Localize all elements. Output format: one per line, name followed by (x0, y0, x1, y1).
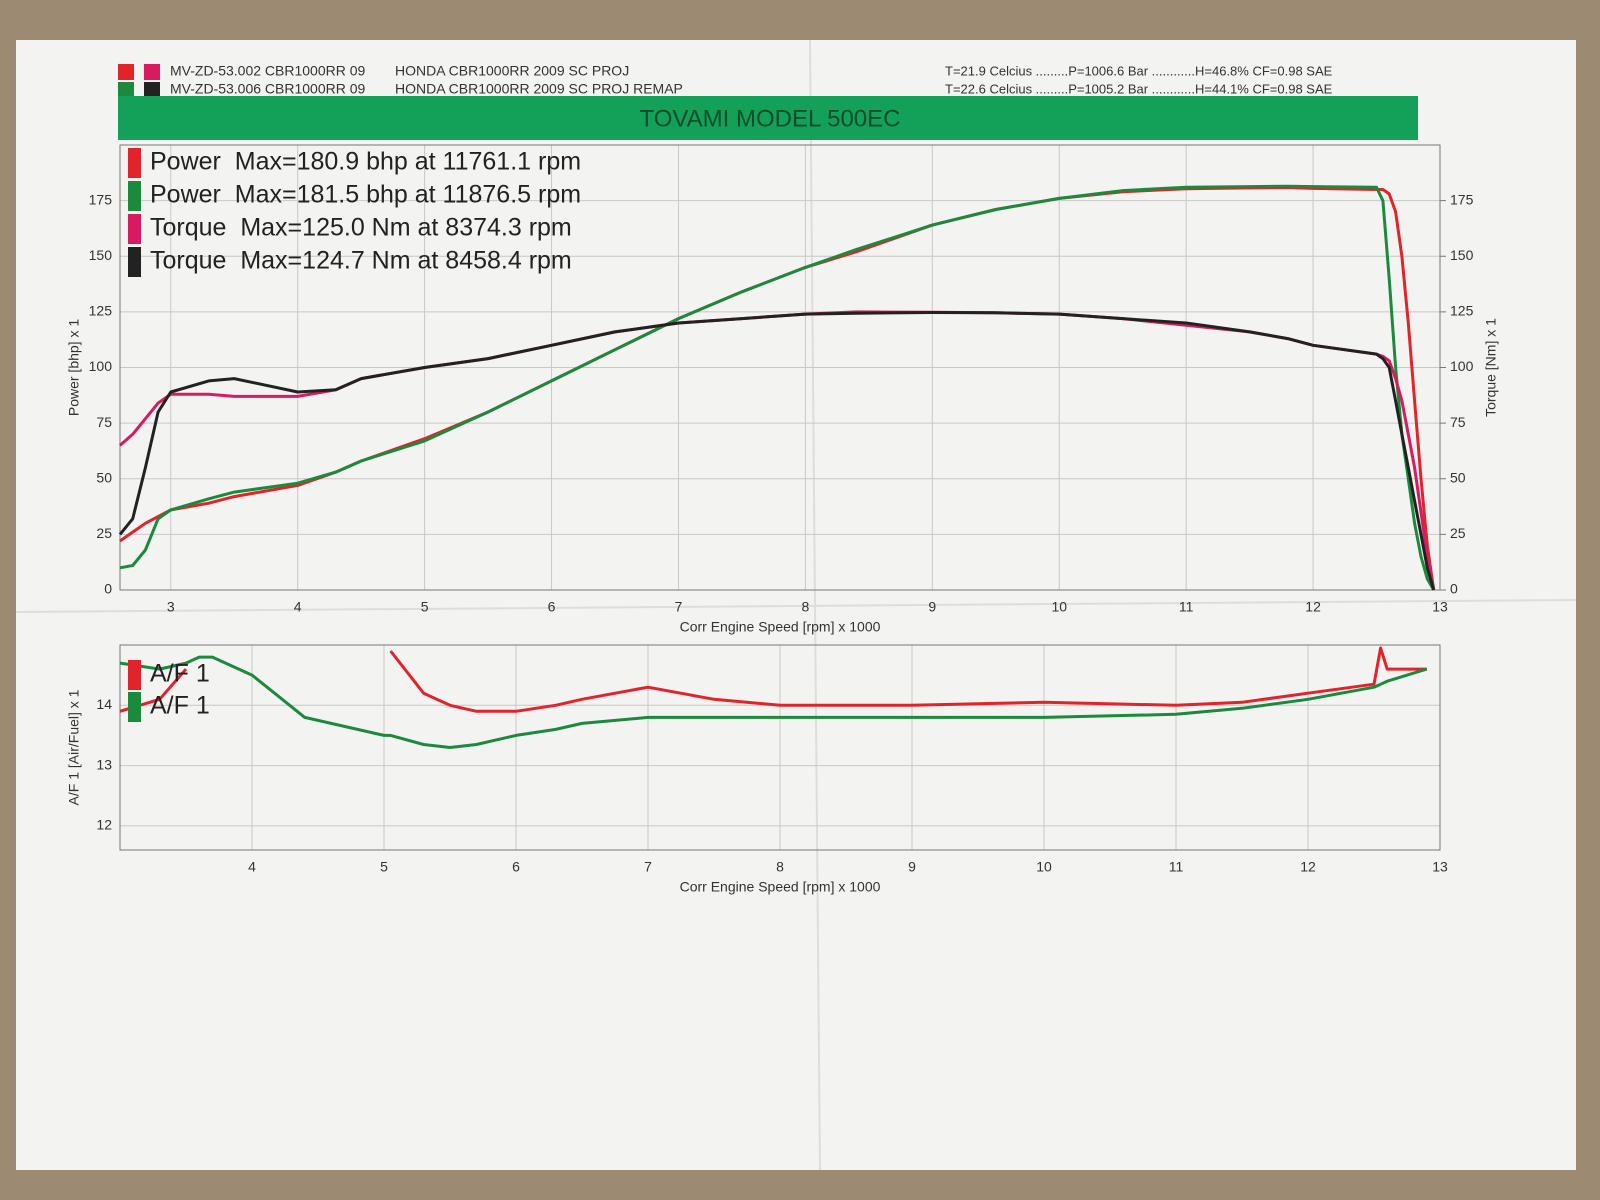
y-tick-label: 175 (89, 191, 113, 207)
legend-label: Torque Max=125.0 Nm at 8374.3 rpm (150, 214, 572, 242)
x-tick-label: 8 (776, 859, 784, 875)
y-tick-label: 75 (96, 414, 112, 430)
y-tick-label: 25 (96, 525, 112, 541)
x-tick-label: 12 (1305, 599, 1321, 615)
run-id: MV-ZD-53.006 CBR1000RR 09 (170, 81, 366, 97)
y-tick-label: 12 (96, 817, 112, 833)
legend-label: Power Max=181.5 bhp at 11876.5 rpm (150, 181, 581, 209)
x-tick-label: 9 (908, 859, 916, 875)
run-swatch (118, 64, 134, 80)
legend-swatch (128, 247, 141, 277)
legend-swatch (128, 660, 141, 690)
run-conditions: T=22.6 Celcius .........P=1005.2 Bar ...… (945, 81, 1333, 96)
legend-label: A/F 1 (150, 692, 210, 720)
paper-fold (15, 599, 1577, 613)
y-tick-label: 100 (89, 358, 113, 374)
y-tick-label: 150 (89, 247, 113, 263)
legend-label: Torque Max=124.7 Nm at 8458.4 rpm (150, 247, 572, 275)
x-tick-label: 12 (1300, 859, 1316, 875)
x-tick-label: 5 (421, 599, 429, 615)
y2-tick-label: 0 (1450, 581, 1458, 597)
x-tick-label: 10 (1051, 599, 1067, 615)
x-tick-label: 5 (380, 859, 388, 875)
y2-axis-label: Torque [Nm] x 1 (1483, 318, 1499, 417)
x-axis-label: Corr Engine Speed [rpm] x 1000 (680, 879, 881, 895)
x-tick-label: 7 (644, 859, 652, 875)
plot-frame (119, 644, 1441, 851)
chart-title: TOVAMI MODEL 500EC (640, 105, 901, 132)
run-description: HONDA CBR1000RR 2009 SC PROJ (395, 63, 629, 79)
run-id: MV-ZD-53.002 CBR1000RR 09 (170, 63, 366, 79)
run-swatch (144, 82, 160, 98)
x-tick-label: 6 (548, 599, 556, 615)
y2-tick-label: 100 (1450, 358, 1474, 374)
x-tick-label: 11 (1169, 859, 1184, 875)
x-tick-label: 10 (1036, 859, 1052, 875)
x-tick-label: 6 (512, 859, 520, 875)
y-axis-label: Power [bhp] x 1 (66, 319, 82, 416)
x-tick-label: 3 (167, 599, 175, 615)
x-tick-label: 4 (248, 859, 256, 875)
legend-label: Power Max=180.9 bhp at 11761.1 rpm (150, 148, 581, 176)
x-tick-label: 11 (1179, 599, 1194, 615)
run-description: HONDA CBR1000RR 2009 SC PROJ REMAP (395, 81, 683, 97)
run-conditions: T=21.9 Celcius .........P=1006.6 Bar ...… (945, 63, 1333, 78)
run-swatch (118, 82, 134, 98)
x-tick-label: 9 (928, 599, 936, 615)
x-tick-label: 4 (294, 599, 302, 615)
y-tick-label: 125 (89, 303, 113, 319)
legend-label: A/F 1 (150, 660, 210, 688)
x-axis-label: Corr Engine Speed [rpm] x 1000 (680, 619, 881, 635)
y2-tick-label: 175 (1450, 191, 1474, 207)
y2-tick-label: 75 (1450, 414, 1466, 430)
y-tick-label: 14 (96, 696, 112, 712)
plot-frame (119, 144, 1441, 591)
legend-swatch (128, 148, 141, 178)
y2-tick-label: 25 (1450, 525, 1466, 541)
legend-swatch (128, 214, 141, 244)
legend-swatch (128, 181, 141, 211)
y2-tick-label: 125 (1450, 303, 1474, 319)
y-tick-label: 50 (96, 469, 112, 485)
y-axis-label: A/F 1 [Air/Fuel] x 1 (66, 689, 82, 805)
legend-swatch (128, 692, 141, 722)
title-band (118, 96, 1418, 140)
y-tick-label: 13 (96, 756, 112, 772)
y2-tick-label: 50 (1450, 469, 1466, 485)
y-tick-label: 0 (104, 581, 112, 597)
run-swatch (144, 64, 160, 80)
x-tick-label: 13 (1432, 859, 1448, 875)
x-tick-label: 8 (801, 599, 809, 615)
series-line (119, 655, 1428, 749)
x-tick-label: 13 (1432, 599, 1448, 615)
x-tick-label: 7 (675, 599, 683, 615)
y2-tick-label: 150 (1450, 247, 1474, 263)
series-line (118, 311, 1436, 591)
